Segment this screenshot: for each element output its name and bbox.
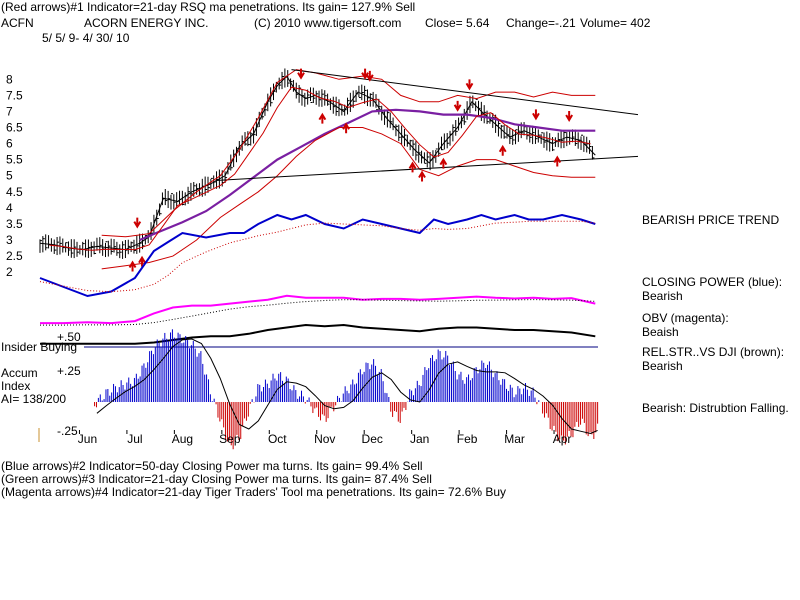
relstr-value: Bearish [642, 359, 683, 373]
buy-arrow [138, 255, 146, 267]
buy-arrow [553, 155, 562, 167]
sell-arrow [532, 109, 540, 121]
accum-minus25: -.25 [57, 424, 78, 438]
x-month-label: Mar [504, 432, 525, 446]
x-month-label: Sep [219, 432, 241, 446]
x-month-label: Nov [314, 432, 335, 446]
accum-plus25: +.25 [57, 364, 81, 378]
trendline-lower-line [215, 155, 639, 181]
y-tick-label: 4 [6, 201, 13, 215]
volume-value: Volume= 402 [580, 16, 651, 30]
change-value: Change=-.21 [506, 16, 576, 30]
x-month-label: Aug [172, 432, 193, 446]
closing-power-line [39, 213, 596, 298]
sell-arrow [565, 111, 574, 122]
header-indicator-line: (Red arrows)#1 Indicator=21-day RSQ ma p… [1, 0, 416, 14]
lower-band-line [101, 127, 596, 270]
footer-blue-arrows: (Blue arrows)#2 Indicator=50-day Closing… [1, 459, 423, 473]
buy-arrow [439, 157, 448, 169]
buy-arrow [408, 161, 417, 173]
price-trend-label: BEARISH PRICE TREND [642, 213, 780, 227]
buy-arrow [498, 144, 507, 156]
accum-label: Accum [1, 366, 38, 380]
x-month-label: Jan [410, 432, 429, 446]
sell-arrow [365, 70, 374, 82]
y-tick-label: 7.5 [6, 88, 23, 102]
x-month-label: Feb [457, 432, 478, 446]
accum-ma-line [96, 338, 598, 435]
accum-index-label: Index [1, 379, 31, 393]
insider-plus50: +.50 [57, 330, 81, 344]
ma21-line [49, 86, 591, 251]
y-tick-label: 8 [6, 72, 13, 86]
x-month-label: Jun [78, 432, 97, 446]
upper-band-line [101, 69, 596, 238]
accum-panel [94, 329, 599, 450]
price-panel [39, 68, 639, 272]
close-line [39, 75, 596, 251]
y-tick-label: 4.5 [6, 185, 23, 199]
obv-value: Beaish [642, 325, 679, 339]
company-name: ACORN ENERGY INC. [84, 16, 209, 30]
y-tick-label: 5 [6, 169, 13, 183]
sell-arrow [453, 100, 462, 112]
buy-arrow [418, 170, 426, 182]
accum-ai-value: AI= 138/200 [1, 392, 67, 406]
accum-note: Bearish: Distrubtion Falling. [642, 401, 789, 415]
close-value: Close= 5.64 [425, 16, 490, 30]
sell-arrow [133, 217, 142, 229]
buy-arrow [128, 260, 137, 272]
y-tick-label: 2 [6, 265, 13, 279]
buy-arrow [342, 122, 350, 134]
copyright: (C) 2010 www.tigersoft.com [254, 16, 402, 30]
relstr-line [40, 323, 596, 345]
y-tick-label: 2.5 [6, 249, 23, 263]
ticker-symbol: ACFN [1, 16, 34, 30]
50-day-ma-line [139, 108, 596, 242]
footer-magenta-arrows: (Magenta arrows)#4 Indicator=21-day Tige… [1, 485, 507, 499]
relstr-label: REL.STR..VS DJI (brown): [642, 345, 785, 359]
y-tick-label: 7 [6, 104, 13, 118]
y-tick-label: 3.5 [6, 217, 23, 231]
axis-labels: 2 2.5 3 3.5 4 4.5 5 5.5 6 6.5 7 7.5 8 Jun Jul Aug Sep Oct… [6, 72, 571, 446]
obv-line [40, 294, 596, 325]
sell-arrow [297, 68, 305, 80]
closing-power-ma-line [39, 220, 596, 293]
closing-power-label: CLOSING POWER (blue): [642, 275, 783, 289]
x-month-label: Jul [127, 432, 142, 446]
footer-green-arrows: (Green arrows)#3 Indicator=21-day Closin… [1, 472, 432, 486]
y-tick-label: 5.5 [6, 153, 23, 167]
closing-power-value: Bearish [642, 289, 683, 303]
y-tick-label: 3 [6, 233, 13, 247]
obv-label: OBV (magenta): [642, 311, 729, 325]
y-tick-label: 6.5 [6, 121, 23, 135]
x-month-label: Apr [553, 432, 572, 446]
sell-arrow [465, 79, 474, 91]
indicator-panel [39, 213, 598, 348]
trendline-upper-line [291, 69, 639, 116]
date-range: 5/ 5/ 9- 4/ 30/ 10 [42, 31, 130, 45]
x-month-label: Oct [268, 432, 287, 446]
buy-arrow [318, 112, 327, 124]
y-tick-label: 6 [6, 137, 13, 151]
sell-arrow [361, 68, 369, 80]
x-month-label: Dec [362, 432, 383, 446]
